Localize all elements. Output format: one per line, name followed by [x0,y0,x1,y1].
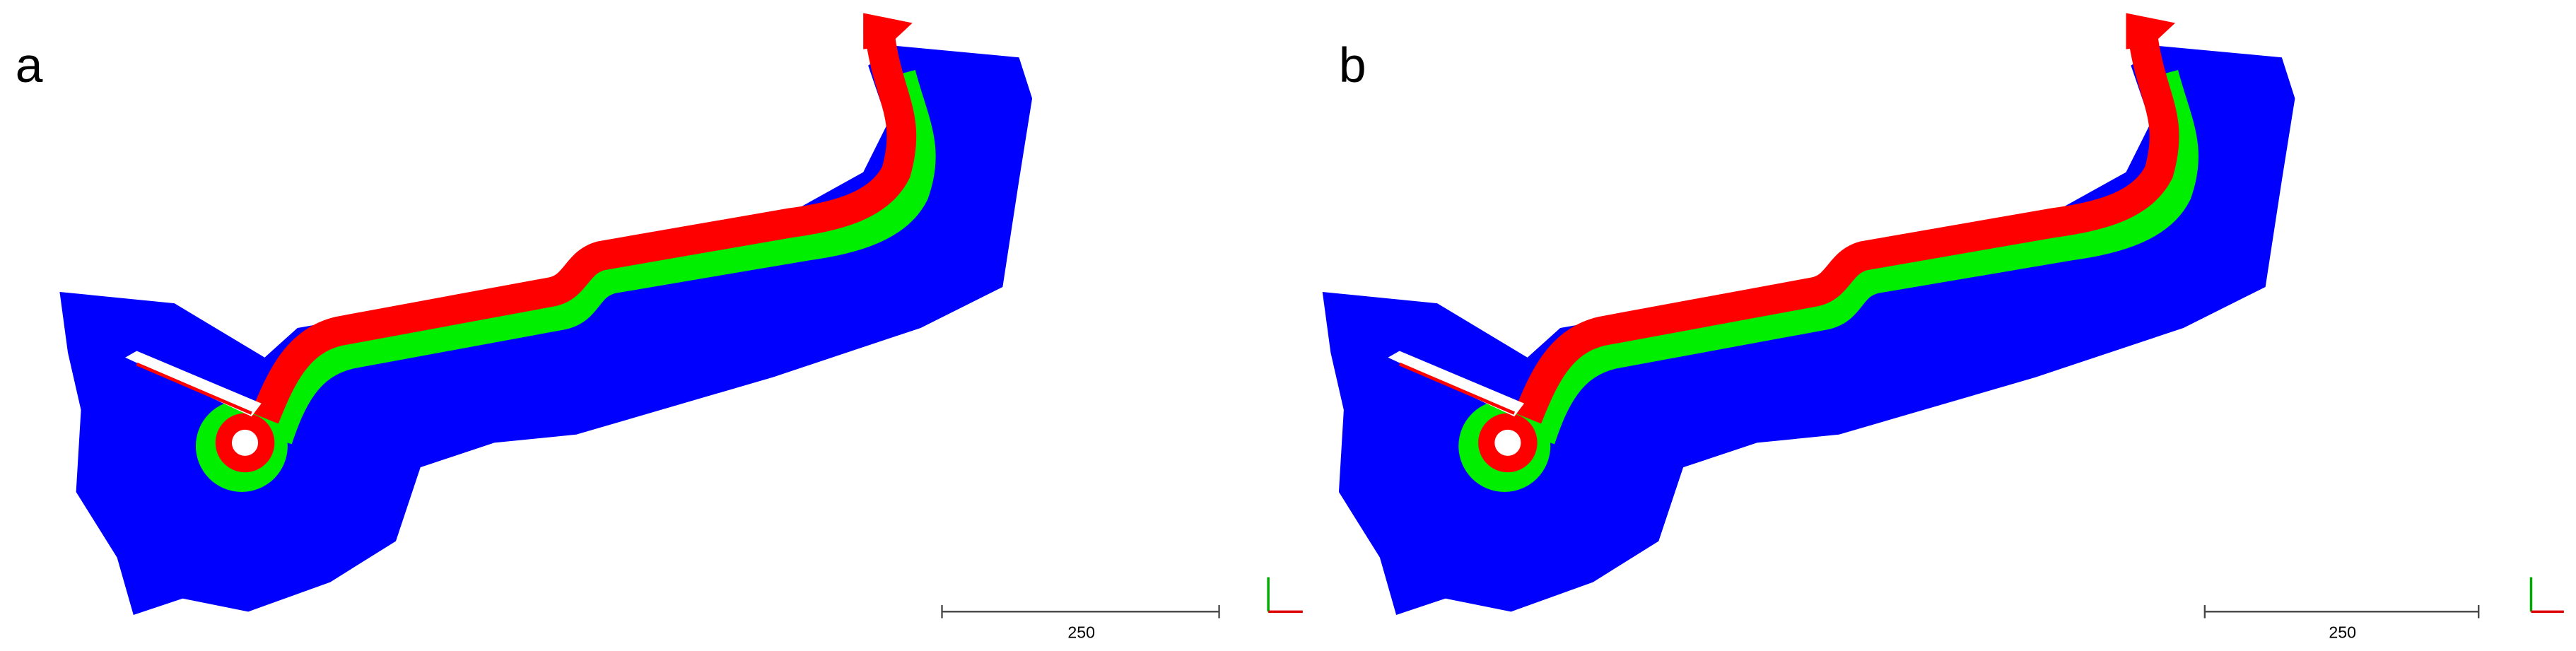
map-region [59,13,1032,615]
scale-bar: 250 [941,605,1220,641]
scale-label: 250 [1067,623,1095,641]
panel-label: b [1339,37,1366,93]
axis-icon [1267,577,1303,614]
panel-label: a [16,37,43,93]
panel-a: a 250 [16,13,1303,641]
scale-bar: 250 [2203,605,2480,641]
scale-label: 250 [2329,623,2356,641]
map-region [1323,13,2295,615]
panel-b: b 250 [1323,13,2564,641]
axis-icon [2529,577,2564,614]
